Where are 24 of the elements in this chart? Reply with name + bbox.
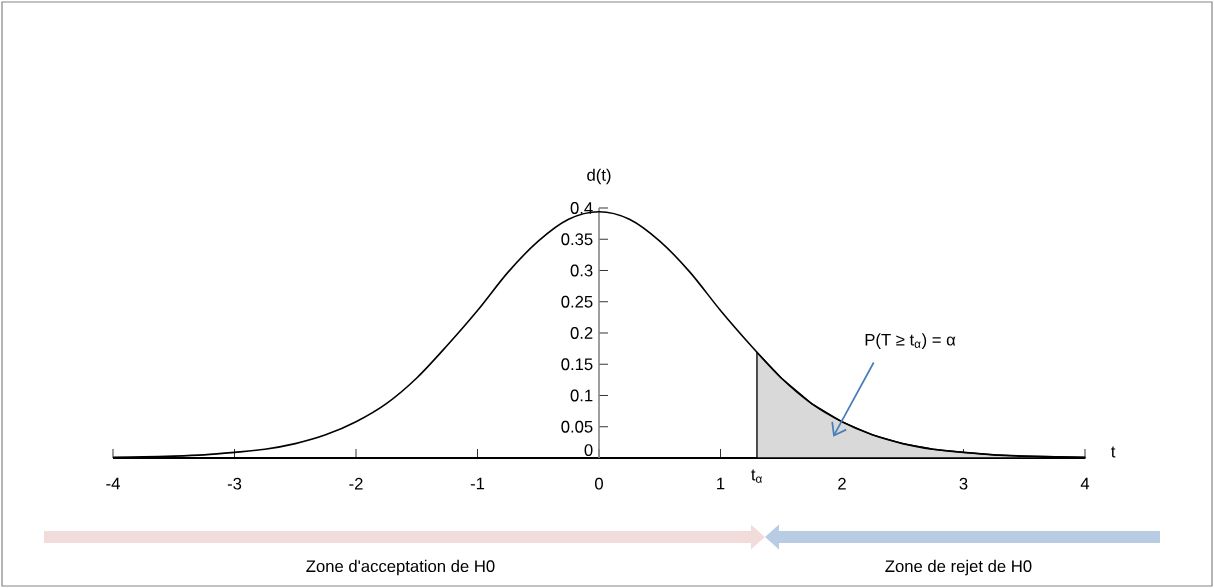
text: Zone de rejet de H0	[885, 559, 1032, 576]
x-tick-label: -3	[227, 477, 242, 490]
y-axis-title: d(t)	[587, 168, 611, 185]
y-tick-label: 0.35	[561, 233, 593, 246]
y-tick-label: 0.3	[570, 264, 593, 277]
y-tick-label: 0	[584, 444, 593, 456]
y-tick-label: 0.05	[561, 420, 593, 433]
y-tick-label: 0.15	[561, 358, 593, 371]
x-tick-label: -4	[106, 477, 120, 490]
x-tick-label: 0	[595, 477, 603, 490]
x-tick-label: 1	[717, 477, 725, 490]
annotation: t$_{α}$	[751, 469, 762, 483]
x-tick-label: -1	[470, 477, 485, 490]
x-tick-label: 4	[1080, 477, 1090, 490]
annotation: P(T ≥ t$_{α}$) = α	[865, 333, 956, 349]
x-tick-label: -2	[349, 477, 363, 490]
text: Zone d'acceptation de H0	[306, 559, 495, 576]
y-tick-label: 0.4	[570, 202, 593, 214]
x-axis-title: t	[1111, 446, 1116, 458]
x-tick-label: 2	[838, 477, 846, 490]
y-tick-label: 0.25	[561, 295, 593, 308]
x-tick-label: 3	[959, 477, 968, 490]
y-tick-label: 0.1	[570, 389, 593, 402]
y-tick-label: 0.2	[570, 327, 593, 339]
